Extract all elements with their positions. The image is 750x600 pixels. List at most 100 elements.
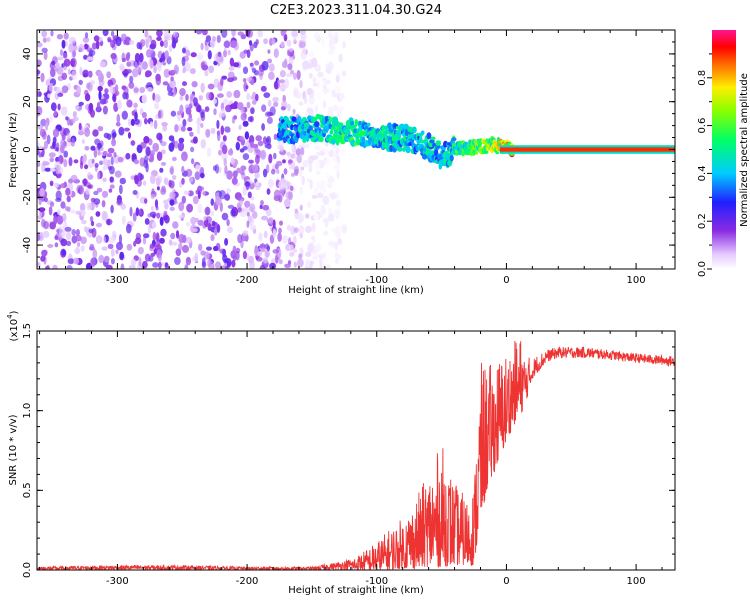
- noise-blob: [283, 33, 288, 42]
- noise-blob: [163, 68, 171, 78]
- noise-blob: [126, 243, 133, 251]
- noise-blob: [126, 99, 133, 108]
- noise-blob: [169, 180, 175, 189]
- colorbar-tick-label: 0.2: [697, 213, 708, 229]
- noise-blob: [38, 207, 46, 213]
- noise-blob: [291, 172, 295, 177]
- noise-blob: [266, 188, 271, 195]
- noise-blob: [191, 94, 195, 100]
- noise-blob: [143, 233, 150, 239]
- noise-blob: [174, 257, 181, 265]
- noise-blob: [171, 138, 176, 149]
- signal-blob: [347, 129, 351, 136]
- snr-multiplier-close: ): [9, 310, 20, 314]
- noise-blob: [50, 67, 56, 78]
- noise-blob: [257, 69, 264, 77]
- noise-blob: [197, 203, 203, 214]
- noise-blob: [244, 131, 250, 140]
- snr-panel: -300 -200 -100 0 100 0.0 0.5 1.0 1.5 Height of s…: [6, 310, 676, 596]
- noise-blob: [331, 227, 339, 234]
- noise-blob: [327, 88, 331, 93]
- noise-blob: [195, 164, 201, 172]
- noise-blob: [78, 79, 83, 86]
- noise-blob: [113, 102, 119, 113]
- noise-blob: [226, 91, 233, 98]
- noise-blob: [169, 191, 176, 199]
- noise-blob: [208, 261, 215, 269]
- noise-blob: [118, 126, 125, 136]
- noise-blob: [213, 245, 219, 252]
- noise-blob: [190, 52, 197, 58]
- noise-blob: [200, 123, 204, 128]
- noise-blob: [61, 39, 66, 49]
- noise-blob: [63, 58, 71, 67]
- noise-blob: [254, 93, 259, 102]
- noise-blob: [283, 168, 288, 175]
- noise-blob: [320, 204, 326, 215]
- noise-blob: [223, 258, 229, 264]
- noise-blob: [176, 110, 182, 116]
- y-tick-label: -20: [22, 189, 33, 205]
- noise-blob: [132, 212, 137, 222]
- noise-blob: [236, 167, 241, 174]
- noise-blob: [121, 215, 126, 225]
- noise-blob: [246, 211, 250, 217]
- noise-blob: [216, 119, 220, 129]
- snr-multiplier-base: (x10: [9, 319, 20, 342]
- noise-blob: [246, 101, 251, 109]
- noise-blob: [133, 159, 139, 165]
- noise-blob: [299, 41, 306, 49]
- noise-blob: [251, 211, 258, 219]
- noise-blob: [282, 94, 287, 103]
- noise-blob: [202, 30, 208, 36]
- noise-blob: [218, 149, 222, 156]
- noise-blob: [37, 161, 41, 167]
- signal-blob: [420, 130, 425, 135]
- noise-blob: [96, 101, 101, 111]
- noise-blob: [190, 146, 195, 153]
- noise-blob: [249, 62, 254, 67]
- noise-blob: [221, 30, 228, 38]
- noise-blob: [210, 234, 215, 242]
- noise-blob: [310, 57, 318, 68]
- noise-blob: [316, 243, 322, 252]
- noise-blob: [191, 81, 198, 88]
- noise-blob: [230, 250, 237, 259]
- noise-blob: [159, 40, 164, 47]
- x-tick-label: -200: [236, 275, 259, 286]
- noise-blob: [91, 158, 95, 164]
- noise-blob: [115, 36, 122, 47]
- noise-blob: [230, 40, 238, 48]
- noise-blob: [84, 93, 91, 102]
- noise-blob: [185, 93, 189, 102]
- noise-blob: [178, 214, 184, 219]
- noise-blob: [239, 210, 247, 218]
- noise-blob: [231, 30, 236, 37]
- noise-blob: [269, 63, 275, 72]
- noise-blob: [229, 57, 235, 67]
- signal-blob: [426, 132, 432, 140]
- noise-blob: [246, 92, 251, 101]
- noise-blob: [61, 72, 68, 81]
- noise-blob: [169, 167, 174, 175]
- noise-blob: [189, 68, 196, 75]
- noise-blob: [325, 172, 330, 179]
- noise-blob: [223, 50, 227, 58]
- noise-blob: [49, 114, 53, 123]
- noise-blob: [116, 241, 123, 251]
- noise-blob: [166, 33, 172, 38]
- noise-blob: [267, 178, 274, 188]
- noise-blob: [336, 155, 341, 164]
- noise-blob: [144, 118, 148, 125]
- noise-blob: [95, 211, 101, 217]
- noise-blob: [147, 225, 151, 234]
- noise-blob: [206, 246, 212, 251]
- noise-blob: [44, 197, 48, 203]
- noise-blob: [99, 61, 107, 68]
- colorbar: 0.0 0.2 0.4 0.6 0.8 Normalized spectral ampl…: [697, 30, 750, 277]
- noise-blob: [110, 52, 117, 60]
- noise-blob: [107, 38, 112, 43]
- noise-blob: [299, 80, 303, 89]
- noise-blob: [85, 187, 91, 195]
- noise-blob: [160, 161, 167, 166]
